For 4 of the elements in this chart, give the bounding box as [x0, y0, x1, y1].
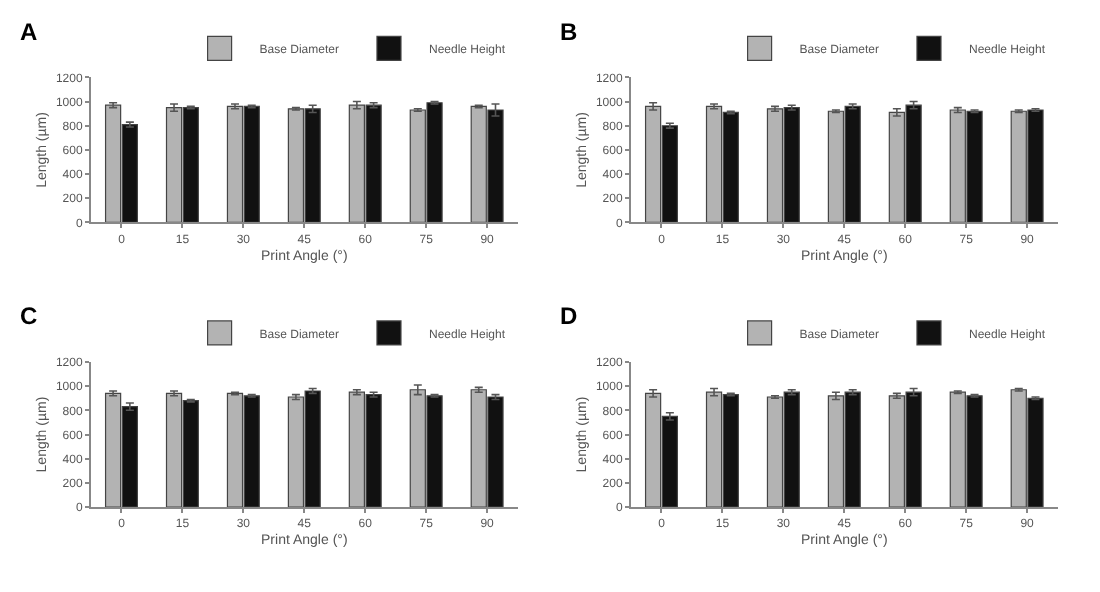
chart-title: D [560, 302, 578, 330]
chart-title: C [20, 302, 38, 330]
chart-title: A [20, 18, 38, 46]
chart-title: B [560, 18, 578, 46]
